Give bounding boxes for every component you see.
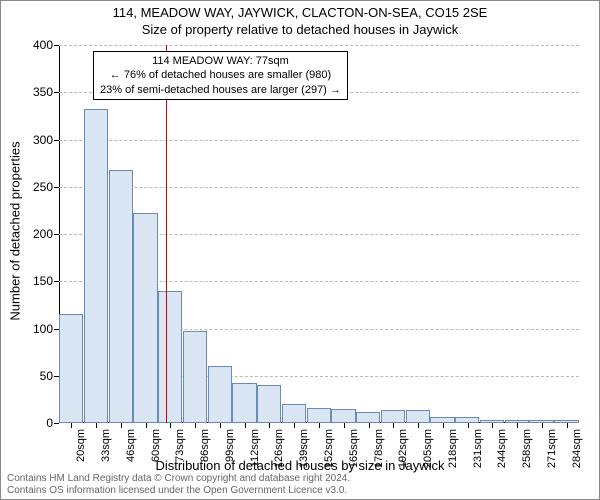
histogram-bar [183, 331, 207, 423]
x-tick-mark [220, 423, 221, 428]
x-tick-mark [319, 423, 320, 428]
histogram-bar [84, 109, 108, 423]
x-tick-mark [344, 423, 345, 428]
histogram-bar [257, 385, 281, 423]
chart-title-sub: Size of property relative to detached ho… [1, 20, 599, 37]
y-tick-label: 350 [33, 85, 59, 99]
y-tick-label: 0 [46, 416, 59, 430]
reference-line [166, 45, 167, 423]
x-axis-label: Distribution of detached houses by size … [1, 458, 599, 473]
histogram-bar [406, 410, 430, 423]
histogram-bar [133, 213, 157, 423]
y-tick-label: 400 [33, 38, 59, 52]
grid-line [59, 187, 579, 188]
histogram-bar [109, 170, 133, 423]
histogram-bar [232, 383, 256, 423]
x-tick-mark [443, 423, 444, 428]
y-axis-label: Number of detached properties [8, 141, 23, 320]
x-tick-mark [170, 423, 171, 428]
y-tick-label: 150 [33, 274, 59, 288]
plot-inner: 05010015020025030035040020sqm33sqm46sqm6… [59, 45, 579, 423]
histogram-bar [331, 409, 355, 423]
histogram-bar [208, 366, 232, 423]
histogram-bar [307, 408, 331, 423]
annotation-line: ← 76% of detached houses are smaller (98… [100, 68, 341, 82]
x-tick-mark [71, 423, 72, 428]
x-tick-mark [294, 423, 295, 428]
y-tick-label: 200 [33, 227, 59, 241]
y-tick-label: 100 [33, 322, 59, 336]
footer-line1: Contains HM Land Registry data © Crown c… [7, 473, 350, 485]
x-tick-mark [121, 423, 122, 428]
x-tick-mark [418, 423, 419, 428]
x-tick-mark [269, 423, 270, 428]
x-tick-mark [96, 423, 97, 428]
annotation-line: 23% of semi-detached houses are larger (… [100, 83, 341, 97]
annotation-line: 114 MEADOW WAY: 77sqm [100, 54, 341, 68]
y-tick-label: 250 [33, 180, 59, 194]
y-tick-label: 50 [40, 369, 59, 383]
footer-attribution: Contains HM Land Registry data © Crown c… [7, 473, 350, 497]
x-tick-mark [393, 423, 394, 428]
x-tick-mark [195, 423, 196, 428]
x-tick-mark [245, 423, 246, 428]
histogram-bar [282, 404, 306, 423]
annotation-box: 114 MEADOW WAY: 77sqm← 76% of detached h… [93, 51, 348, 100]
x-tick-mark [146, 423, 147, 428]
x-tick-mark [369, 423, 370, 428]
plot-area: 05010015020025030035040020sqm33sqm46sqm6… [59, 45, 579, 423]
histogram-bar [158, 291, 182, 423]
y-tick-label: 300 [33, 133, 59, 147]
x-tick-mark [517, 423, 518, 428]
x-tick-mark [468, 423, 469, 428]
grid-line [59, 140, 579, 141]
histogram-bar [59, 314, 83, 423]
x-tick-mark [542, 423, 543, 428]
histogram-bar [356, 412, 380, 423]
chart-title-main: 114, MEADOW WAY, JAYWICK, CLACTON-ON-SEA… [1, 1, 599, 20]
histogram-bar [381, 410, 405, 423]
footer-line2: Contains OS information licensed under t… [7, 485, 350, 497]
chart-container: 114, MEADOW WAY, JAYWICK, CLACTON-ON-SEA… [0, 0, 600, 500]
x-tick-mark [492, 423, 493, 428]
grid-line [59, 45, 579, 46]
x-tick-mark [567, 423, 568, 428]
